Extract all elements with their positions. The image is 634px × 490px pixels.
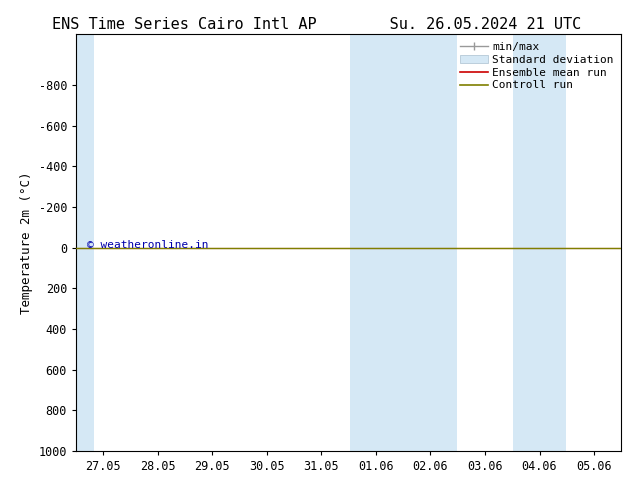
Bar	[76, 34, 94, 451]
Text: ENS Time Series Cairo Intl AP        Su. 26.05.2024 21 UTC: ENS Time Series Cairo Intl AP Su. 26.05.…	[53, 17, 581, 32]
Legend: min/max, Standard deviation, Ensemble mean run, Controll run: min/max, Standard deviation, Ensemble me…	[458, 40, 616, 93]
Bar	[514, 34, 566, 451]
Text: © weatheronline.in: © weatheronline.in	[87, 240, 209, 249]
Y-axis label: Temperature 2m (°C): Temperature 2m (°C)	[20, 172, 33, 314]
Bar	[350, 34, 456, 451]
